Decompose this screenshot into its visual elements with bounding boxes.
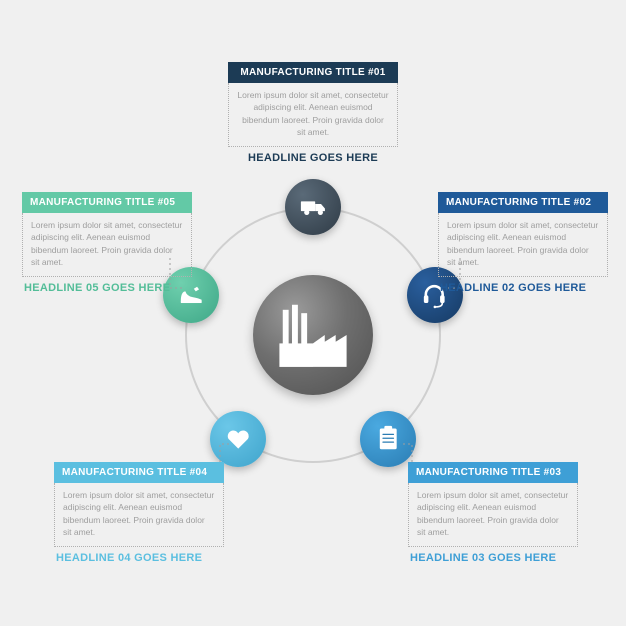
callout-title: MANUFACTURING TITLE #02 — [438, 192, 608, 213]
callout-headline: HEADLINE 02 GOES HERE — [438, 277, 608, 294]
callout-05: MANUFACTURING TITLE #05 Lorem ipsum dolo… — [22, 192, 192, 294]
callout-headline: HEADLINE 05 GOES HERE — [22, 277, 192, 294]
callout-01: MANUFACTURING TITLE #01 Lorem ipsum dolo… — [228, 62, 398, 164]
callout-02: MANUFACTURING TITLE #02 Lorem ipsum dolo… — [438, 192, 608, 294]
truck-icon — [297, 191, 329, 223]
callout-body: Lorem ipsum dolor sit amet, consectetur … — [438, 213, 608, 277]
callout-04: MANUFACTURING TITLE #04 Lorem ipsum dolo… — [54, 462, 224, 564]
node-01 — [285, 179, 341, 235]
callout-body: Lorem ipsum dolor sit amet, consectetur … — [408, 483, 578, 547]
callout-title: MANUFACTURING TITLE #05 — [22, 192, 192, 213]
center-node — [253, 275, 373, 395]
callout-title: MANUFACTURING TITLE #03 — [408, 462, 578, 483]
callout-headline: HEADLINE 04 GOES HERE — [54, 547, 224, 564]
heart-icon — [222, 422, 254, 454]
callout-headline: HEADLINE GOES HERE — [228, 147, 398, 164]
callout-title: MANUFACTURING TITLE #01 — [228, 62, 398, 83]
clipboard-icon — [372, 422, 404, 454]
callout-03: MANUFACTURING TITLE #03 Lorem ipsum dolo… — [408, 462, 578, 564]
node-04 — [210, 411, 266, 467]
factory-icon — [271, 293, 355, 377]
callout-title: MANUFACTURING TITLE #04 — [54, 462, 224, 483]
node-03 — [360, 411, 416, 467]
callout-body: Lorem ipsum dolor sit amet, consectetur … — [22, 213, 192, 277]
callout-body: Lorem ipsum dolor sit amet, consectetur … — [54, 483, 224, 547]
callout-headline: HEADLINE 03 GOES HERE — [408, 547, 578, 564]
callout-body: Lorem ipsum dolor sit amet, consectetur … — [228, 83, 398, 147]
infographic-stage: MANUFACTURING TITLE #01 Lorem ipsum dolo… — [0, 0, 626, 626]
